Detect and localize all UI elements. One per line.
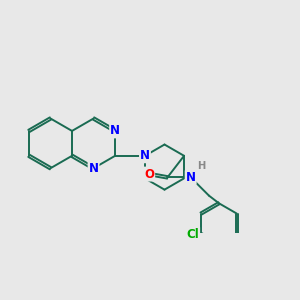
Text: N: N (140, 149, 150, 162)
Text: Cl: Cl (186, 228, 199, 241)
Text: N: N (186, 171, 196, 184)
Text: H: H (197, 161, 205, 171)
Text: N: N (88, 162, 99, 175)
Text: O: O (144, 168, 154, 181)
Text: N: N (110, 124, 120, 137)
